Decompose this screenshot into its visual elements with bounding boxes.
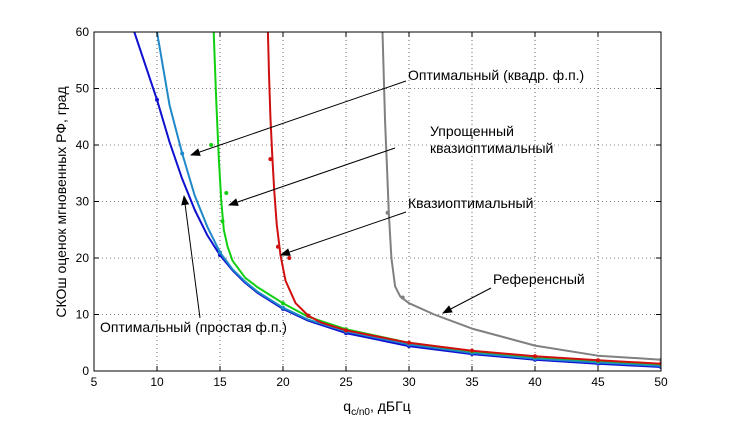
data-point	[155, 97, 159, 102]
x-axis-label-sub: c/n0	[351, 407, 370, 418]
data-point	[287, 256, 292, 260]
data-point	[209, 143, 214, 147]
annotation-arrow	[181, 195, 201, 319]
data-point	[400, 295, 405, 300]
data-point	[218, 250, 222, 255]
data-point	[281, 301, 285, 306]
y-tick-label: 20	[76, 251, 90, 265]
annotation-label: Упрощенный	[430, 123, 514, 139]
annotation-arrow	[228, 147, 396, 206]
y-tick-label: 60	[76, 25, 90, 39]
x-tick-label: 15	[213, 375, 227, 389]
data-point	[180, 151, 185, 156]
x-axis-label: qc/n0, дБГц	[343, 398, 410, 418]
y-axis-label: СКОш оценок мгновенных РФ, град	[53, 86, 69, 317]
y-tick-label: 30	[76, 195, 90, 209]
data-point	[275, 244, 280, 249]
annotation-arrow	[280, 211, 407, 256]
x-tick-label: 20	[276, 375, 290, 389]
annotation-label: квазиоптимальный	[430, 140, 553, 156]
data-point	[344, 328, 348, 333]
data-point	[407, 340, 411, 345]
annotation-arrow	[190, 80, 407, 156]
annotation-label: Референсный	[493, 271, 585, 287]
x-tick-label: 25	[339, 375, 353, 389]
series-4	[266, 32, 661, 366]
data-point	[281, 305, 285, 310]
y-tick-label: 10	[76, 308, 90, 322]
data-point	[224, 191, 229, 196]
x-axis-label-main: q	[343, 398, 351, 414]
annotation-layer: Оптимальный (квадр. ф.п.) Упрощенныйквази…	[100, 67, 585, 335]
data-point	[470, 348, 474, 353]
x-tick-label: 50	[654, 375, 668, 389]
x-tick-label: 30	[402, 375, 416, 389]
data-point	[306, 313, 311, 318]
annotation-label: Оптимальный (простая ф.п.)	[100, 319, 287, 335]
series-line-2	[156, 32, 661, 367]
annotation-label: Квазиоптимальный	[408, 195, 533, 211]
data-point	[385, 210, 390, 215]
x-tick-label: 35	[465, 375, 479, 389]
data-point	[596, 358, 600, 363]
y-tick-label: 0	[82, 364, 89, 378]
ticks-layer: 5 10 15 20 25 30 35 40 45 50 0 10 20 30 40 50 60	[76, 25, 668, 389]
annotation-arrow	[442, 287, 492, 314]
x-tick-label: 45	[591, 375, 605, 389]
data-point	[533, 354, 537, 359]
annotation-label: Оптимальный (квадр. ф.п.)	[408, 67, 584, 83]
x-axis-label-rest: , дБГц	[370, 398, 411, 414]
series-line-4	[266, 32, 661, 365]
series-layer	[133, 32, 661, 370]
series-line-5	[381, 32, 661, 361]
y-tick-label: 50	[76, 82, 90, 96]
x-tick-label: 10	[150, 375, 164, 389]
data-point	[220, 219, 225, 224]
y-tick-label: 40	[76, 138, 90, 152]
x-tick-label: 5	[91, 375, 98, 389]
x-tick-label: 40	[528, 375, 542, 389]
data-point	[268, 157, 273, 162]
